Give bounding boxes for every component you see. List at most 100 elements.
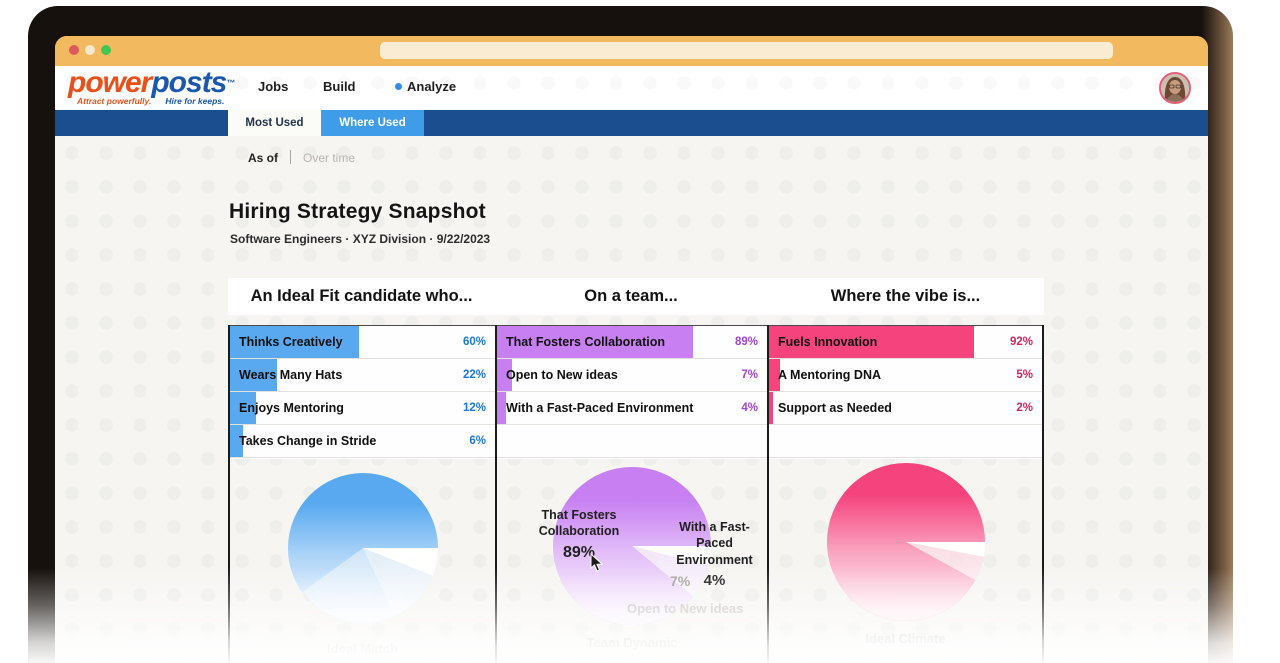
traffic-light-close-icon[interactable] bbox=[69, 45, 79, 55]
bar[interactable] bbox=[230, 326, 359, 358]
bar-row: Thinks Creatively 60% bbox=[230, 326, 495, 359]
bar-value: 22% bbox=[462, 369, 486, 381]
logo-posts: posts bbox=[151, 66, 227, 99]
bar-label: Thinks Creatively bbox=[239, 335, 343, 349]
bar-label: Wears Many Hats bbox=[239, 368, 343, 382]
toggle-divider bbox=[290, 150, 291, 164]
bar-row: Open to New ideas 7% bbox=[497, 359, 767, 392]
bar[interactable] bbox=[497, 392, 506, 424]
avatar[interactable] bbox=[1159, 72, 1191, 104]
bar-value: 7% bbox=[741, 369, 758, 381]
browser-chrome bbox=[55, 36, 1208, 66]
bar[interactable] bbox=[497, 359, 513, 391]
pie-callout-below-value: 7% bbox=[670, 573, 691, 589]
nav-jobs[interactable]: Jobs bbox=[258, 79, 289, 94]
bar-label: With a Fast-Paced Environment bbox=[506, 401, 694, 415]
pie-callout-right-label: With a Fast-Paced Environment bbox=[676, 520, 753, 567]
app-header: powerposts™ Attract powerfully. Hire for … bbox=[55, 66, 1208, 110]
bar-label: Fuels Innovation bbox=[778, 335, 878, 349]
tab-most-used[interactable]: Most Used bbox=[228, 110, 321, 136]
pie-callout-left: That Fosters Collaboration 89% bbox=[529, 507, 629, 563]
bar-row: Takes Change in Stride 6% bbox=[230, 425, 495, 458]
page-title: Hiring Strategy Snapshot bbox=[229, 200, 486, 223]
bar-label: Enjoys Mentoring bbox=[239, 401, 344, 415]
bar-label: That Fosters Collaboration bbox=[506, 335, 666, 349]
chart-column: Fuels Innovation 92% A Mentoring DNA 5% Supp… bbox=[767, 325, 1044, 663]
tab-where-used[interactable]: Where Used bbox=[321, 110, 424, 136]
bar-value: 5% bbox=[1016, 369, 1033, 381]
logo-trademark: ™ bbox=[226, 78, 235, 88]
browser-window: powerposts™ Attract powerfully. Hire for … bbox=[55, 36, 1208, 663]
chart-column: Thinks Creatively 60% Wears Many Hats 22% En… bbox=[228, 325, 495, 663]
chart-title-vibe: Where the vibe is... bbox=[830, 287, 981, 305]
active-nav-dot-icon bbox=[395, 83, 402, 90]
bar-row: Enjoys Mentoring 12% bbox=[230, 392, 495, 425]
pie-caption: Ideal Climate bbox=[865, 631, 946, 646]
bar[interactable] bbox=[769, 392, 774, 424]
bar[interactable] bbox=[769, 359, 781, 391]
bar[interactable] bbox=[769, 326, 975, 358]
bar-row bbox=[769, 425, 1042, 458]
toggle-over-time[interactable]: Over time bbox=[303, 151, 356, 165]
main-nav: Jobs Build Analyze bbox=[55, 66, 1208, 110]
tab-bar: Most Used Where Used bbox=[55, 110, 1208, 136]
bar-label: Support as Needed bbox=[778, 401, 892, 415]
bar-value: 12% bbox=[462, 402, 486, 414]
app-logo[interactable]: powerposts™ bbox=[68, 66, 235, 99]
bar-row: With a Fast-Paced Environment 4% bbox=[497, 392, 767, 425]
bar[interactable] bbox=[497, 326, 693, 358]
bar-value: 2% bbox=[1016, 402, 1033, 414]
bar-chart: That Fosters Collaboration 89% Open to New… bbox=[497, 325, 767, 459]
traffic-light-expand-icon[interactable] bbox=[101, 45, 111, 55]
bar-row: That Fosters Collaboration 89% bbox=[497, 326, 767, 359]
bar-chart: Fuels Innovation 92% A Mentoring DNA 5% Supp… bbox=[769, 325, 1042, 459]
chart-column: That Fosters Collaboration 89% Open to New… bbox=[495, 325, 767, 663]
page-content: As of Over time Hiring Strategy Snapshot … bbox=[55, 136, 1208, 663]
tagline-attract: Attract powerfully. bbox=[77, 96, 152, 106]
pie-caption: Team Dynamic bbox=[586, 635, 678, 650]
nav-analyze-label: Analyze bbox=[407, 79, 457, 94]
pie-callout-left-value: 89% bbox=[562, 543, 596, 561]
toggle-as-of[interactable]: As of bbox=[248, 151, 278, 165]
pie-callout-left-label: That Fosters Collaboration bbox=[538, 508, 620, 539]
pie-chart-area: That Fosters Collaboration 89% With a Fast… bbox=[497, 467, 767, 663]
bar[interactable] bbox=[230, 359, 278, 391]
bar-value: 60% bbox=[462, 336, 486, 348]
bar-row: Support as Needed 2% bbox=[769, 392, 1042, 425]
logo-power: power bbox=[68, 66, 152, 99]
bar[interactable] bbox=[230, 392, 256, 424]
nav-build[interactable]: Build bbox=[323, 79, 356, 94]
bar-label: Takes Change in Stride bbox=[239, 434, 377, 448]
bar-value: 6% bbox=[469, 435, 486, 447]
pie-chart[interactable] bbox=[287, 473, 438, 623]
nav-analyze[interactable]: Analyze bbox=[395, 79, 456, 94]
traffic-light-minimize-icon[interactable] bbox=[85, 45, 95, 55]
bar[interactable] bbox=[230, 425, 243, 457]
avatar-photo bbox=[1161, 74, 1189, 102]
tagline-hire: Hire for keeps. bbox=[165, 96, 225, 106]
logo-taglines: Attract powerfully. Hire for keeps. bbox=[77, 96, 224, 106]
pie-callout-below-label: Open to New ideas bbox=[627, 601, 744, 616]
page-subtitle: Software Engineers · XYZ Division · 9/22… bbox=[230, 232, 491, 246]
bar-row bbox=[497, 425, 767, 458]
mouse-cursor-icon bbox=[590, 553, 604, 572]
pie-chart-area: Ideal Match bbox=[230, 473, 495, 663]
pie-chart[interactable] bbox=[826, 463, 985, 621]
bar-chart: Thinks Creatively 60% Wears Many Hats 22% En… bbox=[230, 325, 495, 459]
time-view-toggle: As of Over time bbox=[248, 150, 355, 168]
pie-callout-right: With a Fast-Paced Environment 4% bbox=[662, 519, 767, 590]
bar-row: Wears Many Hats 22% bbox=[230, 359, 495, 392]
bar-row: Fuels Innovation 92% bbox=[769, 326, 1042, 359]
chart-headers-band: An Ideal Fit candidate who... On a team.… bbox=[228, 278, 1044, 315]
bar-value: 89% bbox=[734, 336, 758, 348]
bar-label: A Mentoring DNA bbox=[778, 368, 881, 382]
chart-title-ideal-fit: An Ideal Fit candidate who... bbox=[250, 287, 473, 305]
pie-caption: Ideal Match bbox=[327, 641, 398, 656]
bar-label: Open to New ideas bbox=[506, 368, 618, 382]
charts-table: Thinks Creatively 60% Wears Many Hats 22% En… bbox=[228, 325, 1044, 663]
address-bar[interactable] bbox=[380, 42, 1113, 59]
pie-chart-area: Ideal Climate bbox=[769, 463, 1042, 663]
chart-title-on-a-team: On a team... bbox=[584, 287, 678, 305]
bar-value: 4% bbox=[741, 402, 758, 414]
